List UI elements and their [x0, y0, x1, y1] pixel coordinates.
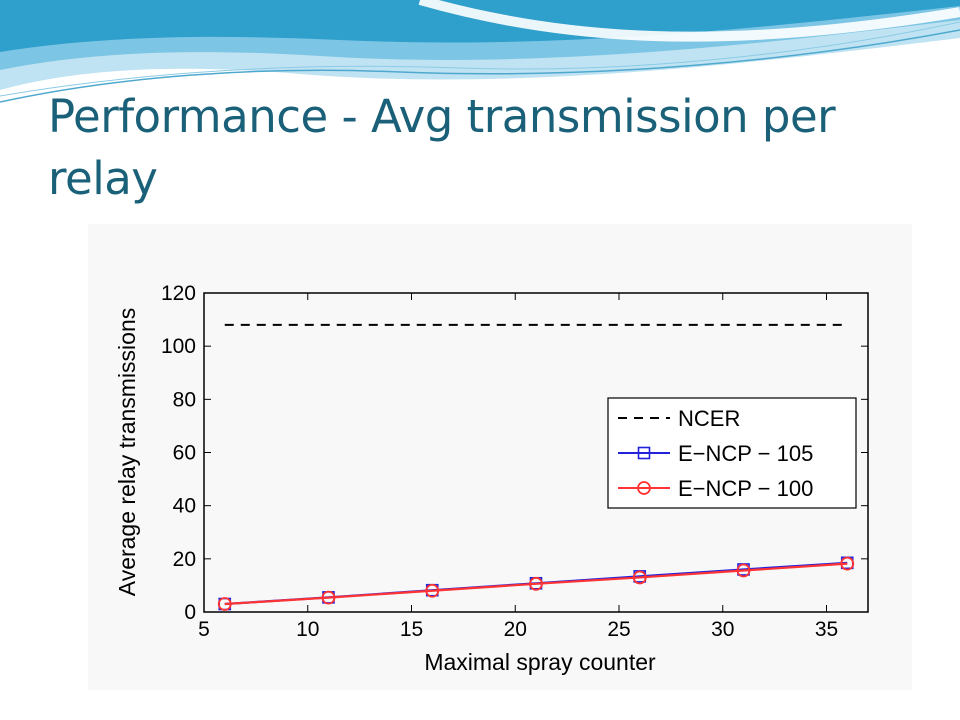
x-tick-label: 5 [198, 618, 210, 641]
legend-marker [637, 481, 651, 495]
y-tick-label: 0 [184, 601, 196, 624]
y-axis-title: Average relay transmissions [114, 308, 140, 596]
plot-frame [203, 292, 869, 613]
data-point-e-ncp-100 [632, 570, 647, 585]
axis-ticks: 5 10 15 20 25 30 35 0 20 40 60 80 100 120 [161, 282, 868, 641]
legend-label: NCER [678, 406, 740, 431]
chart-series [217, 323, 855, 611]
data-point-e-ncp-100 [840, 556, 855, 571]
data-point-e-ncp-100 [736, 563, 751, 578]
y-tick-label: 100 [161, 335, 196, 358]
y-tick-label: 20 [173, 548, 196, 571]
x-tick-label: 25 [607, 618, 630, 641]
data-point-e-ncp-100 [217, 597, 232, 611]
data-point-e-ncp-100 [321, 590, 336, 605]
x-tick-label: 15 [400, 618, 423, 641]
data-point-e-ncp-100 [425, 583, 440, 598]
decorative-banner [0, 0, 960, 103]
x-tick-label: 30 [711, 618, 734, 641]
legend: NCER E−NCP − 105 E−NCP − 100 [607, 397, 857, 509]
legend-marker [637, 446, 651, 460]
y-tick-label: 80 [173, 388, 196, 411]
x-tick-label: 10 [296, 618, 319, 641]
y-tick-label: 60 [173, 442, 196, 465]
slide-title: Performance - Avg transmission per relay [48, 90, 836, 205]
y-tick-label: 120 [161, 282, 196, 305]
x-tick-label: 35 [815, 618, 838, 641]
y-tick-label: 40 [173, 495, 196, 518]
x-axis-title: Maximal spray counter [424, 649, 656, 675]
legend-label: E−NCP − 105 [678, 441, 813, 466]
data-point-e-ncp-100 [529, 576, 543, 591]
legend-label: E−NCP − 100 [678, 476, 813, 501]
series-line-e-ncp-100 [224, 562, 848, 606]
x-tick-label: 20 [504, 618, 527, 641]
